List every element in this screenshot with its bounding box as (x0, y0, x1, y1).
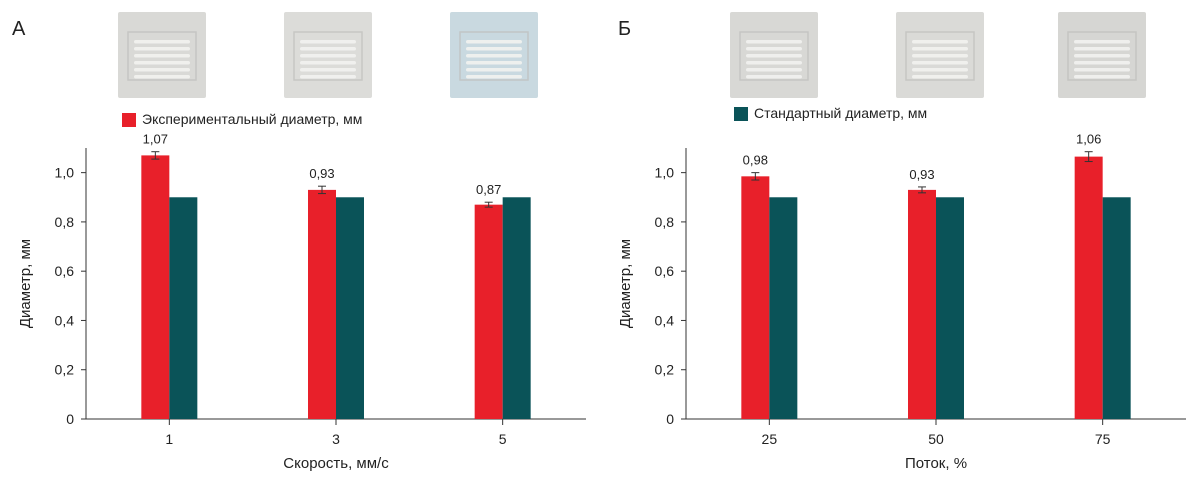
chart-a-ytick-label: 0,2 (55, 362, 75, 378)
chart-b-ytick-label: 0,2 (655, 362, 675, 378)
sample-photo-a2 (284, 12, 372, 98)
chart-b-ytick-label: 0,8 (655, 214, 675, 230)
chart-b-xtick-label: 75 (1095, 431, 1111, 447)
chart-a: 0 0,2 0,4 0,6 0,8 1,0 1 1,07 3 0,93 5 0,87 Скорость,… (17, 132, 586, 472)
chart-a-bar-standard (169, 197, 198, 419)
chart-b-bar-standard (769, 197, 798, 419)
chart-b: 0 0,2 0,4 0,6 0,8 1,0 25 0,98 50 0,93 75 1,06 Поток,… (617, 132, 1186, 472)
legend-label-standard: Стандартный диаметр, мм (754, 105, 928, 121)
chart-b-xtick-label: 25 (762, 431, 778, 447)
panel-label-a: А (12, 18, 26, 40)
chart-b-data-label: 1,06 (1076, 132, 1101, 147)
chart-a-data-label: 0,93 (309, 166, 334, 181)
chart-a-ytick-label: 0,4 (55, 312, 75, 328)
chart-b-ytick-label: 0,4 (655, 312, 675, 328)
chart-a-xtick-label: 5 (499, 431, 507, 447)
sample-photo-a3 (450, 12, 538, 98)
panel-label-b: Б (618, 18, 632, 40)
chart-a-bar-standard (502, 197, 531, 419)
chart-a-bar-experimental (308, 189, 336, 419)
sample-photo-b2 (896, 12, 984, 98)
chart-b-bar-experimental (741, 176, 770, 419)
chart-b-ytick-label: 0,6 (655, 263, 675, 279)
chart-b-ytick-label: 1,0 (655, 165, 675, 181)
chart-a-bar-experimental (474, 204, 503, 419)
chart-b-bar-standard (936, 197, 964, 419)
chart-b-bar-experimental (908, 189, 936, 419)
sample-photo-b1 (730, 12, 818, 98)
chart-a-ytick-label: 1,0 (55, 165, 75, 181)
chart-a-bar-experimental (141, 155, 170, 419)
chart-b-y-axis-title: Диаметр, мм (617, 239, 634, 328)
legend-label-experimental: Экспериментальный диаметр, мм (142, 111, 363, 127)
chart-a-data-label: 1,07 (143, 132, 168, 147)
chart-a-ytick-label: 0 (66, 411, 74, 427)
chart-b-bar-experimental (1074, 156, 1103, 419)
chart-a-xtick-label: 1 (165, 431, 173, 447)
chart-b-bar-standard (1102, 197, 1131, 419)
chart-b-data-label: 0,93 (909, 167, 934, 182)
chart-a-x-axis-title: Скорость, мм/с (283, 455, 389, 472)
legend-swatch-standard (734, 107, 748, 121)
chart-a-ytick-label: 0,8 (55, 214, 75, 230)
chart-b-xtick-label: 50 (928, 431, 944, 447)
chart-a-y-axis-title: Диаметр, мм (17, 239, 34, 328)
chart-a-xtick-label: 3 (332, 431, 340, 447)
chart-a-bar-standard (336, 197, 364, 419)
sample-photo-a1 (118, 12, 206, 98)
chart-a-ytick-label: 0,6 (55, 263, 75, 279)
sample-photo-b3 (1058, 12, 1146, 98)
chart-b-x-axis-title: Поток, % (905, 455, 967, 472)
chart-b-ytick-label: 0 (666, 411, 674, 427)
chart-a-data-label: 0,87 (476, 182, 501, 197)
legend-swatch-experimental (122, 113, 136, 127)
chart-b-data-label: 0,98 (743, 153, 768, 168)
